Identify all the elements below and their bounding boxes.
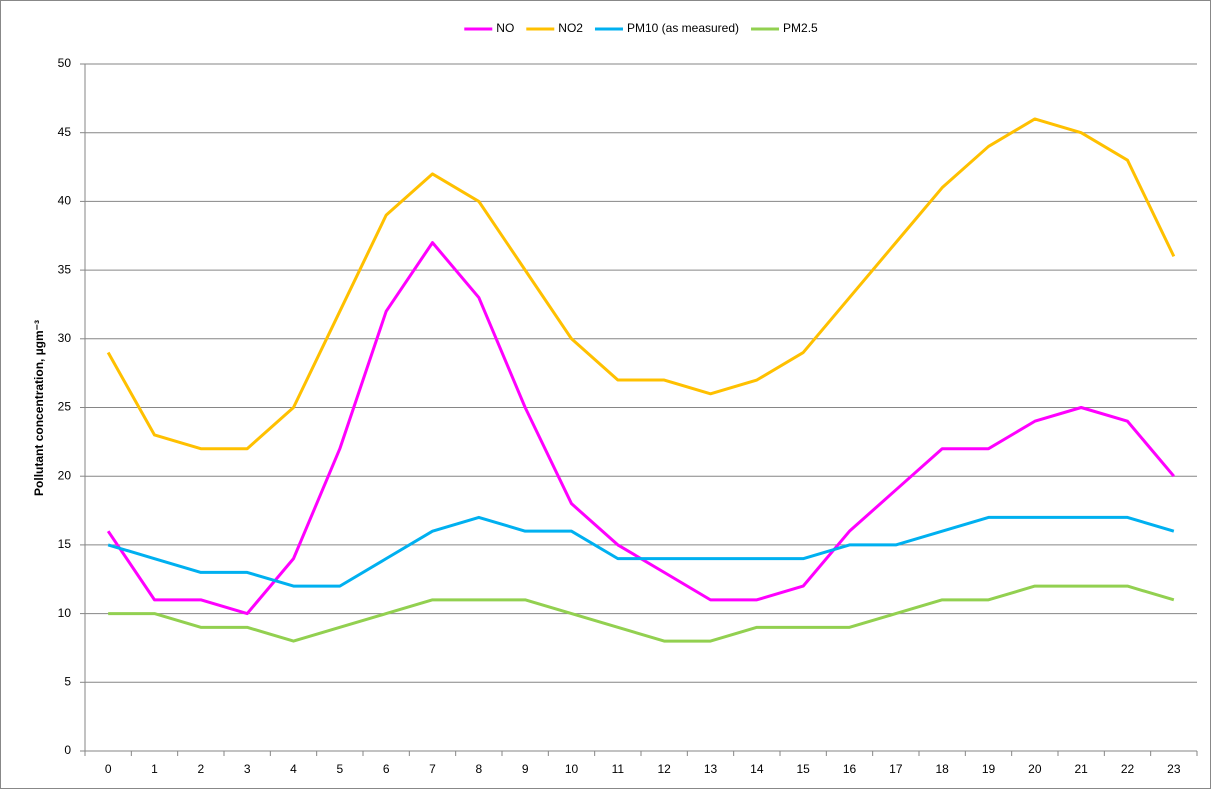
- x-tick-label: 13: [704, 762, 718, 776]
- legend-label: PM10 (as measured): [627, 21, 739, 35]
- y-tick-label: 35: [58, 262, 72, 276]
- legend-label: NO: [496, 21, 514, 35]
- x-tick-label: 3: [244, 762, 251, 776]
- x-tick-label: 9: [522, 762, 529, 776]
- x-tick-label: 21: [1074, 762, 1088, 776]
- x-tick-label: 15: [796, 762, 810, 776]
- x-tick-label: 14: [750, 762, 764, 776]
- x-tick-label: 16: [843, 762, 857, 776]
- y-tick-label: 0: [64, 743, 71, 757]
- x-tick-label: 8: [475, 762, 482, 776]
- x-tick-label: 18: [935, 762, 949, 776]
- y-tick-label: 5: [64, 674, 71, 688]
- x-tick-label: 4: [290, 762, 297, 776]
- x-tick-label: 12: [657, 762, 671, 776]
- series-line: [108, 584, 1175, 643]
- x-tick-label: 2: [197, 762, 204, 776]
- x-tick-label: 6: [383, 762, 390, 776]
- y-axis-label: Pollutant concentration, µgm⁻³: [32, 320, 46, 496]
- y-tick-label: 50: [58, 56, 72, 70]
- y-tick-label: 20: [58, 468, 72, 482]
- series-line: [106, 117, 1176, 451]
- series-line: [107, 515, 1175, 588]
- x-tick-label: 10: [565, 762, 579, 776]
- x-tick-label: 23: [1167, 762, 1181, 776]
- y-tick-label: 15: [58, 537, 72, 551]
- legend-label: NO2: [558, 21, 583, 35]
- x-tick-label: 0: [105, 762, 112, 776]
- x-tick-label: 7: [429, 762, 436, 776]
- legend-label: PM2.5: [783, 21, 818, 35]
- x-tick-label: 22: [1121, 762, 1135, 776]
- y-tick-label: 10: [58, 606, 72, 620]
- y-tick-label: 25: [58, 400, 72, 414]
- x-tick-label: 1: [151, 762, 158, 776]
- x-tick-label: 19: [982, 762, 996, 776]
- x-tick-label: 17: [889, 762, 903, 776]
- y-tick-label: 40: [58, 194, 72, 208]
- y-tick-label: 45: [58, 125, 72, 139]
- x-tick-label: 20: [1028, 762, 1042, 776]
- x-tick-label: 11: [612, 762, 625, 776]
- y-tick-label: 30: [58, 331, 72, 345]
- x-tick-label: 5: [336, 762, 343, 776]
